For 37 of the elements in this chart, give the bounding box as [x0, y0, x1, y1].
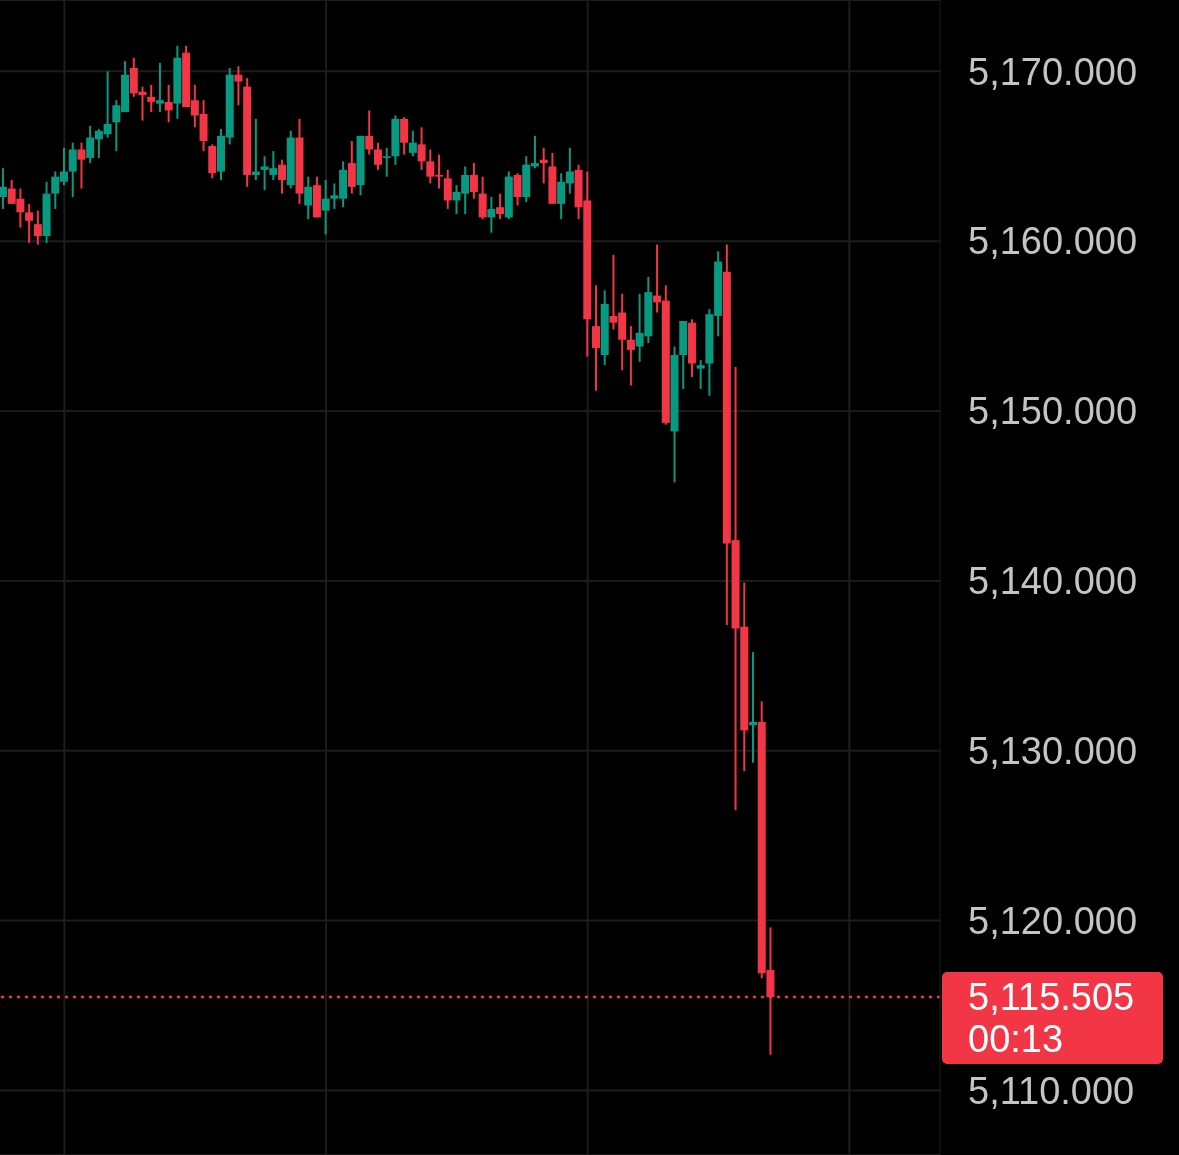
candlestick [417, 126, 426, 171]
candlestick [155, 61, 164, 114]
candlestick [164, 83, 173, 124]
candlestick [304, 175, 313, 221]
y-tick-label: 5,110.000 [968, 1069, 1135, 1112]
text: 00:13 [968, 1018, 1064, 1061]
candlestick [278, 158, 287, 195]
candlestick [408, 129, 417, 158]
candlestick [347, 139, 356, 195]
candlestick [365, 109, 374, 156]
candlestick [400, 116, 409, 156]
candlestick [373, 141, 382, 171]
candlestick [25, 202, 34, 244]
candlestick [321, 179, 330, 236]
y-tick-label: 5,170.000 [968, 50, 1138, 93]
candlestick [469, 162, 478, 200]
ref-line-label: 5,115.505 [968, 976, 1135, 1019]
y-tick-label: 5,150.000 [968, 390, 1138, 433]
y-tick-label: 5,130.000 [968, 730, 1138, 773]
candlestick [626, 325, 635, 387]
candlestick [234, 65, 243, 107]
candlestick [496, 192, 505, 221]
y-tick-label: 5,140.000 [968, 560, 1138, 603]
candlestick [0, 167, 7, 210]
candlestick [77, 141, 86, 190]
candlestick [513, 172, 522, 207]
y-tick-label: 5,160.000 [968, 220, 1138, 263]
candlestick [68, 141, 77, 199]
y-tick-label: 5,120.000 [968, 899, 1138, 942]
candlestick [147, 83, 156, 114]
candlestick [696, 359, 705, 390]
candlestick [478, 175, 487, 221]
candlestick [592, 284, 601, 392]
candlestick [33, 209, 42, 246]
candlestick [382, 146, 391, 178]
candlestick [487, 196, 496, 234]
candlestick [443, 168, 452, 210]
